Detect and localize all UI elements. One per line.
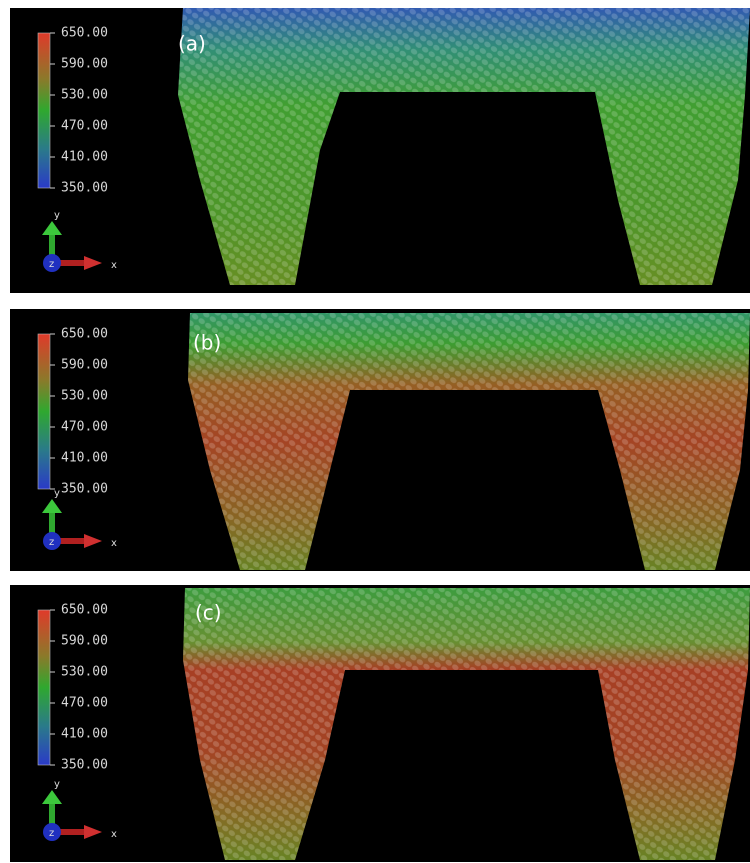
colorbar-tick-label: 590.00 [61, 358, 108, 373]
axis-label-y: y [54, 779, 60, 790]
axis-label-x: x [111, 260, 117, 271]
colorbar-tick-label: 590.00 [61, 634, 108, 649]
colorbar-tick-label: 350.00 [61, 758, 108, 773]
colorbar-tick-label: 350.00 [61, 482, 108, 497]
colorbar-tick-label: 530.00 [61, 88, 108, 103]
colorbar [38, 33, 50, 188]
colorbar-tick-label: 650.00 [61, 603, 108, 618]
colorbar-tick-label: 650.00 [61, 327, 108, 342]
colorbar [38, 334, 50, 489]
colorbar-tick-label: 410.00 [61, 451, 108, 466]
colorbar-tick-label: 650.00 [61, 26, 108, 41]
axis-label-y: y [54, 488, 60, 499]
panel: (a) 650.00 590.00 530.00 470.00 410.00 350.00 y… [10, 8, 750, 293]
axis-label-y: y [54, 210, 60, 221]
panel-label: (a) [178, 32, 206, 56]
axis-label-z: z [49, 828, 54, 839]
colorbar-tick-label: 530.00 [61, 389, 108, 404]
colorbar-tick-label: 410.00 [61, 727, 108, 742]
colorbar-tick-label: 470.00 [61, 420, 108, 435]
colorbar-tick-label: 410.00 [61, 150, 108, 165]
colorbar-tick-label: 350.00 [61, 181, 108, 196]
panel-label: (b) [193, 331, 221, 355]
colorbar-tick-label: 470.00 [61, 696, 108, 711]
colorbar [38, 610, 50, 765]
colorbar-tick-label: 590.00 [61, 57, 108, 72]
figure: (a)650.00590.00530.00470.00410.00350.00y… [0, 0, 750, 863]
colorbar-tick-label: 470.00 [61, 119, 108, 134]
axis-label-x: x [111, 538, 117, 549]
panel-label: (c) [195, 601, 222, 625]
colorbar-tick-label: 530.00 [61, 665, 108, 680]
panel: (b) 650.00 590.00 530.00 470.00 410.00 350.00y… [10, 309, 750, 571]
axis-label-z: z [49, 537, 54, 548]
axis-label-z: z [49, 259, 54, 270]
axis-label-x: x [111, 829, 117, 840]
panel: (c) 650.00 590.00 530.00 470.00 410.00 350.00y… [10, 585, 750, 862]
